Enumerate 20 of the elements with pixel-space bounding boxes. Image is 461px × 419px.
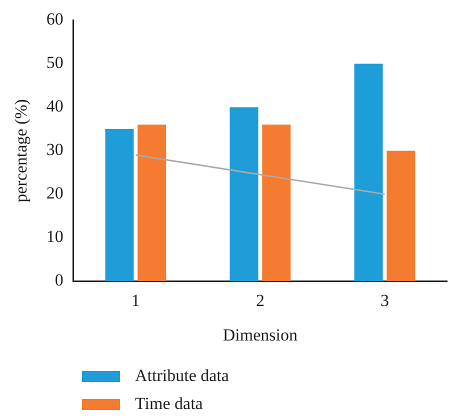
bar — [105, 128, 134, 282]
y-tick-label: 50 — [46, 53, 64, 72]
y-axis-title: percentage (%) — [12, 99, 31, 202]
bar — [262, 124, 291, 282]
y-tick-label: 40 — [46, 96, 64, 116]
bar — [230, 107, 258, 282]
x-axis-title: Dimension — [222, 325, 298, 344]
legend-label: Time data — [135, 394, 203, 414]
x-tick-label: 2 — [256, 290, 264, 310]
x-tick-label: 3 — [380, 290, 389, 310]
bar — [354, 64, 383, 282]
y-tick-label: 60 — [46, 10, 64, 29]
y-tick-label: 10 — [46, 227, 64, 246]
y-tick-label: 20 — [46, 184, 64, 203]
legend-label: Attribute data — [135, 366, 229, 386]
bar — [138, 124, 166, 282]
x-tick-label: 1 — [131, 290, 140, 310]
y-tick-label: 30 — [46, 140, 64, 160]
bar — [386, 150, 416, 282]
y-tick-label: 0 — [54, 270, 64, 290]
